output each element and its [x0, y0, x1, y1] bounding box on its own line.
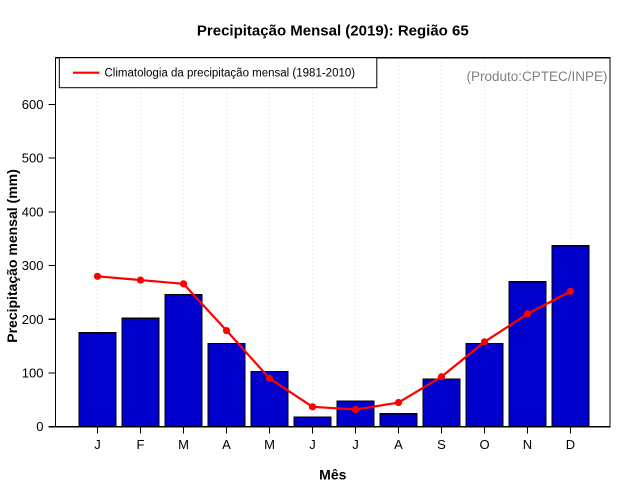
bar-s-8	[422, 378, 461, 428]
chart-title: Precipitação Mensal (2019): Região 65	[197, 23, 469, 40]
axes: 0 100 200 300 400 500 600 J F M A M J J A S O N D	[22, 97, 575, 452]
bar-a-7	[379, 413, 418, 428]
climatology-point-7	[394, 398, 403, 407]
bar-d-11	[551, 245, 590, 428]
climatology-point-11	[566, 287, 575, 295]
x-tick-label-5: J	[309, 437, 316, 452]
y-tick-label: 600	[22, 97, 44, 112]
bar-f-1	[121, 317, 160, 428]
x-tick-label-10: N	[523, 437, 532, 452]
y-tick-label: 200	[22, 312, 44, 327]
bar-o-9	[465, 342, 504, 428]
bar-j-6	[336, 400, 375, 428]
x-tick-label-6: J	[352, 437, 359, 452]
bar-j-0	[78, 332, 117, 428]
climatology-point-2	[179, 280, 188, 288]
x-tick-label-9: O	[479, 437, 489, 452]
y-tick-label: 0	[36, 419, 43, 434]
bar-a-3	[207, 342, 246, 428]
x-tick-label-7: A	[394, 437, 403, 452]
precipitation-bars	[78, 245, 590, 428]
legend-box	[58, 57, 378, 89]
climatology-line-series	[93, 272, 575, 414]
x-tick-label-4: M	[264, 437, 275, 452]
x-tick-label-8: S	[437, 437, 446, 452]
gridlines	[97, 57, 571, 427]
x-tick-label-1: F	[137, 437, 145, 452]
x-tick-label-3: A	[222, 437, 231, 452]
x-axis-title: Mês	[319, 467, 346, 483]
x-tick-label-0: J	[94, 437, 101, 452]
legend: Climatologia da precipitação mensal (198…	[58, 57, 378, 89]
bar-m-2	[164, 293, 203, 428]
climatology-point-6	[351, 405, 360, 414]
x-tick-label-2: M	[178, 437, 189, 452]
y-tick-label: 500	[22, 151, 44, 166]
climatology-point-3	[222, 326, 231, 335]
y-axis-title: Precipitação mensal (mm)	[4, 169, 20, 343]
y-tick-label: 300	[22, 258, 44, 273]
climatology-point-1	[136, 276, 145, 284]
bar-n-10	[508, 281, 547, 428]
climatology-point-9	[480, 338, 489, 346]
y-tick-label: 100	[22, 365, 44, 380]
climatology-point-8	[437, 373, 446, 381]
bar-j-5	[293, 416, 332, 428]
legend-label: Climatologia da precipitação mensal (198…	[105, 68, 356, 80]
y-tick-label: 400	[22, 204, 44, 219]
climatology-point-4	[265, 374, 274, 382]
climatology-point-5	[308, 403, 317, 411]
climatology-line	[97, 275, 572, 411]
producer-annotation: (Produto:CPTEC/INPE)	[466, 69, 607, 84]
climatology-point-0	[93, 272, 102, 280]
climatology-point-10	[523, 310, 532, 318]
x-tick-label-11: D	[566, 437, 575, 452]
